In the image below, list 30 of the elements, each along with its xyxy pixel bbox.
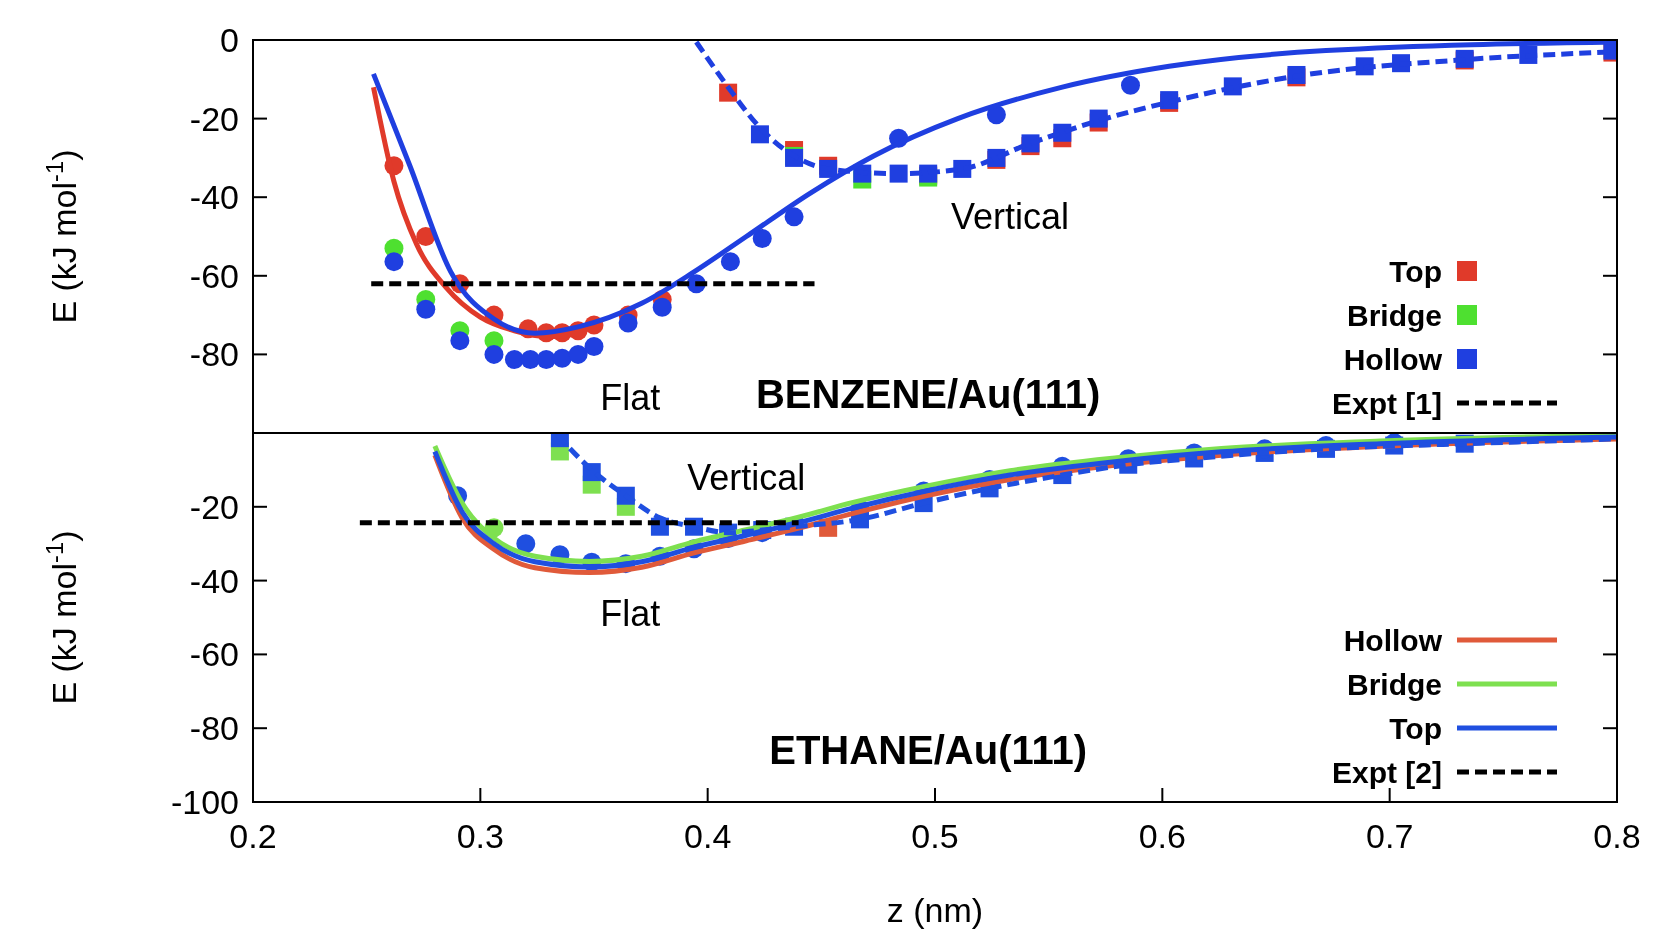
- legend-label: Bridge: [1346, 667, 1442, 701]
- y-tick-label: -60: [189, 256, 239, 295]
- y-tick-label: -80: [189, 335, 239, 374]
- annotation: BENZENE/Au(111): [755, 371, 1101, 416]
- y-tick-label: -40: [189, 561, 239, 600]
- y-tick-label: -20: [189, 99, 239, 138]
- y-tick-label: 0: [220, 20, 239, 59]
- x-tick-label: 0.7: [1366, 817, 1414, 855]
- legend-label: Expt [1]: [1331, 386, 1442, 420]
- legend-label: Bridge: [1346, 298, 1442, 332]
- legend-label: Hollow: [1343, 342, 1443, 376]
- legend-label: Top: [1389, 711, 1442, 745]
- legend-label: Expt [2]: [1331, 755, 1442, 789]
- x-axis-title: z (nm): [886, 891, 984, 929]
- x-tick-label: 0.4: [684, 817, 732, 855]
- x-tick-label: 0.8: [1593, 817, 1641, 855]
- annotation: ETHANE/Au(111): [769, 728, 1088, 773]
- legend-label: Hollow: [1343, 623, 1443, 657]
- annotation: Vertical: [950, 196, 1070, 238]
- annotation: Vertical: [687, 456, 806, 498]
- annotation: Flat: [600, 377, 661, 419]
- legend-label: Top: [1389, 254, 1442, 288]
- y-tick-label: -60: [189, 635, 239, 674]
- x-tick-label: 0.5: [911, 817, 959, 855]
- y-tick-label: -40: [189, 178, 239, 217]
- y-tick-label: -20: [189, 487, 239, 526]
- x-tick-label: 0.6: [1138, 817, 1186, 855]
- x-tick-label: 0.3: [456, 817, 504, 855]
- annotation: Flat: [600, 593, 661, 635]
- y-tick-label: -80: [189, 709, 239, 748]
